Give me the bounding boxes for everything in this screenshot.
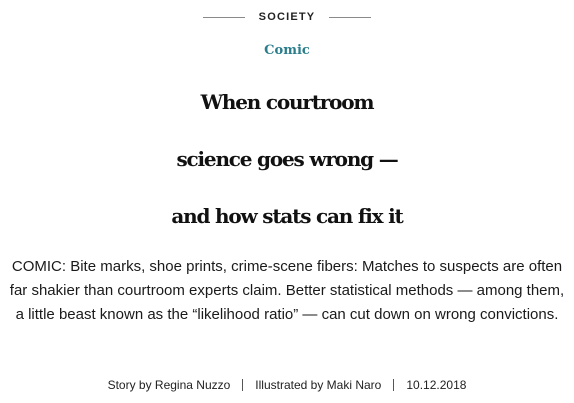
section-header: SOCIETY: [0, 9, 574, 25]
illustrated-prefix: Illustrated by: [255, 378, 327, 392]
story-byline: Story by Regina Nuzzo: [108, 378, 231, 392]
headline-line-1: When courtroom: [200, 90, 375, 114]
illustrator-byline: Illustrated by Maki Naro: [255, 378, 381, 392]
article-headline: When courtroom science goes wrong — and …: [0, 74, 574, 245]
byline: Story by Regina Nuzzo Illustrated by Mak…: [0, 378, 574, 392]
author-link[interactable]: Regina Nuzzo: [154, 378, 231, 392]
byline-separator: [393, 379, 395, 391]
publish-date: 10.12.2018: [406, 378, 467, 392]
illustrator-link[interactable]: Maki Naro: [326, 378, 382, 392]
category-label[interactable]: Comic: [264, 43, 310, 58]
article-dek: COMIC: Bite marks, shoe prints, crime-sc…: [9, 258, 565, 323]
headline-line-2: science goes wrong —: [176, 147, 398, 171]
section-link-society[interactable]: SOCIETY: [258, 11, 316, 23]
divider-right: [329, 16, 372, 18]
story-prefix: Story by: [107, 378, 155, 392]
divider-left: [202, 16, 245, 18]
byline-separator: [242, 379, 244, 391]
headline-line-3: and how stats can fix it: [171, 204, 403, 228]
